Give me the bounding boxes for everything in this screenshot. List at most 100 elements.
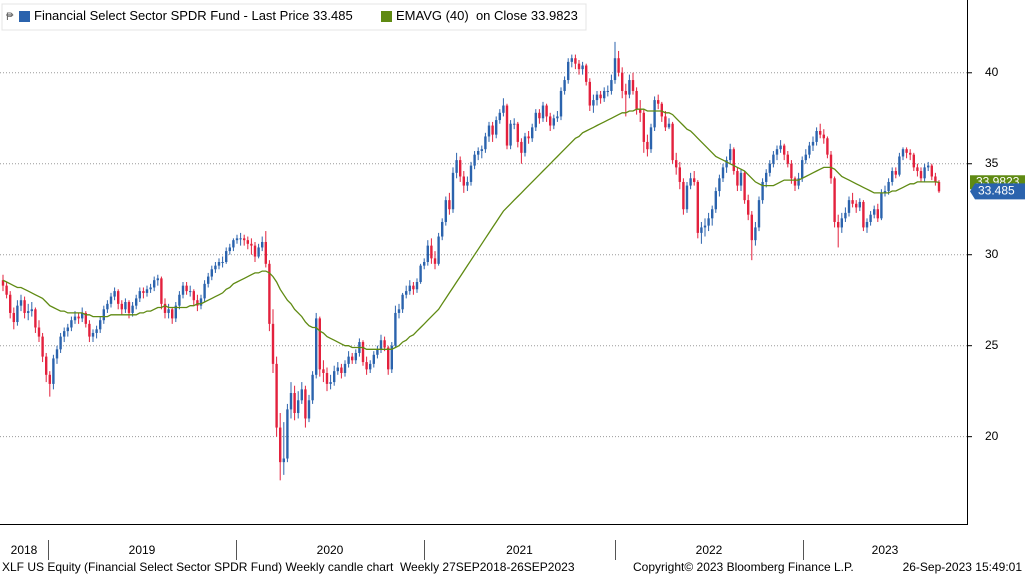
ema-line [2, 108, 940, 350]
candle-body [772, 154, 775, 164]
candle-body [16, 305, 19, 323]
candle-body [541, 105, 545, 119]
x-tick-label: 2023 [872, 543, 899, 557]
legend-value: 33.485 [313, 8, 353, 23]
candle-body [783, 145, 786, 155]
candle-body [91, 332, 95, 337]
candle-body [765, 172, 768, 182]
candle-body [351, 356, 354, 361]
candle-body [347, 356, 350, 364]
candle-body [865, 221, 869, 228]
candle-body [808, 145, 811, 155]
candle-body [909, 152, 912, 155]
candle-body [199, 298, 203, 306]
candle-body [268, 263, 271, 324]
candle-body [711, 209, 714, 219]
candle-body [707, 218, 710, 226]
candle-body [750, 214, 753, 241]
candle-body [455, 160, 458, 173]
candle-body [502, 105, 505, 113]
candle-body [732, 149, 735, 172]
candle-body [649, 127, 653, 150]
legend-name: Financial Select Sector SPDR Fund - Last… [34, 8, 309, 23]
candle-body [487, 125, 491, 137]
candle-body [27, 311, 30, 313]
candle-body [127, 302, 131, 313]
candle-body [412, 285, 415, 290]
candle-body [844, 212, 847, 219]
candle-body [225, 251, 228, 262]
candle-body [829, 154, 833, 179]
candle-body [34, 309, 37, 328]
candle-body [754, 227, 757, 241]
x-tick-label: 2022 [696, 543, 723, 557]
candle-body [99, 320, 102, 330]
x-tick-label: 2021 [506, 543, 533, 557]
candle-body [113, 291, 116, 297]
candle-body [653, 100, 656, 128]
legend-label: Financial Select Sector SPDR Fund - Last… [34, 8, 353, 23]
candle-body [365, 362, 368, 370]
candle-body [883, 191, 887, 193]
candle-body [603, 90, 606, 99]
candle-body [869, 214, 872, 222]
candle-body [901, 149, 905, 157]
legend-name: EMAVG (40) on Close [396, 8, 527, 23]
candle-body [473, 154, 476, 166]
candle-body [235, 238, 239, 241]
candle-body [919, 171, 923, 179]
candle-body [858, 201, 861, 208]
candle-body [718, 178, 721, 192]
candle-body [804, 154, 807, 161]
candle-body [149, 287, 152, 290]
candle-body [714, 191, 717, 210]
candle-body [52, 358, 55, 384]
candle-body [257, 247, 260, 257]
candle-body [311, 374, 314, 401]
candle-body [574, 58, 577, 64]
candle-body [361, 342, 365, 363]
candle-body [545, 105, 548, 117]
candle-body [23, 300, 26, 313]
candle-body [855, 203, 858, 208]
candle-body [466, 181, 469, 186]
candle-body [174, 305, 177, 319]
candle-body [185, 285, 188, 292]
candle-body [851, 200, 854, 204]
candle-body [120, 303, 123, 310]
y-tick-label: 20 [985, 429, 999, 443]
candle-body [703, 225, 707, 228]
candle-body [315, 318, 318, 375]
candle-body [873, 209, 876, 215]
candle-body [563, 80, 566, 91]
candle-body [142, 291, 145, 293]
candle-body [63, 331, 66, 337]
price-value-label: 33.485 [978, 183, 1015, 197]
legend: ₱ Financial Select Sector SPDR Fund - La… [1, 3, 587, 31]
candle-body [480, 149, 483, 152]
candle-body [505, 105, 509, 146]
candle-body [822, 134, 825, 139]
candle-body [811, 141, 815, 146]
candle-body [675, 160, 678, 168]
candle-body [167, 309, 170, 313]
candle-body [293, 393, 296, 414]
candle-body [898, 156, 901, 175]
candle-body [250, 243, 253, 246]
candle-body [45, 356, 48, 375]
candle-body [631, 80, 635, 91]
x-tick-label: 2020 [317, 543, 344, 557]
candle-body [660, 103, 663, 117]
candle-body [325, 372, 329, 384]
candle-body [736, 171, 739, 186]
candle-body [160, 278, 163, 304]
candle-body [459, 160, 462, 177]
candle-body [196, 300, 199, 306]
candle-body [613, 58, 617, 81]
candle-body [743, 172, 746, 201]
candle-body [77, 316, 80, 319]
candle-body [441, 221, 444, 237]
candle-body [923, 167, 926, 179]
candle-body [549, 116, 552, 126]
candle-body [894, 171, 897, 175]
